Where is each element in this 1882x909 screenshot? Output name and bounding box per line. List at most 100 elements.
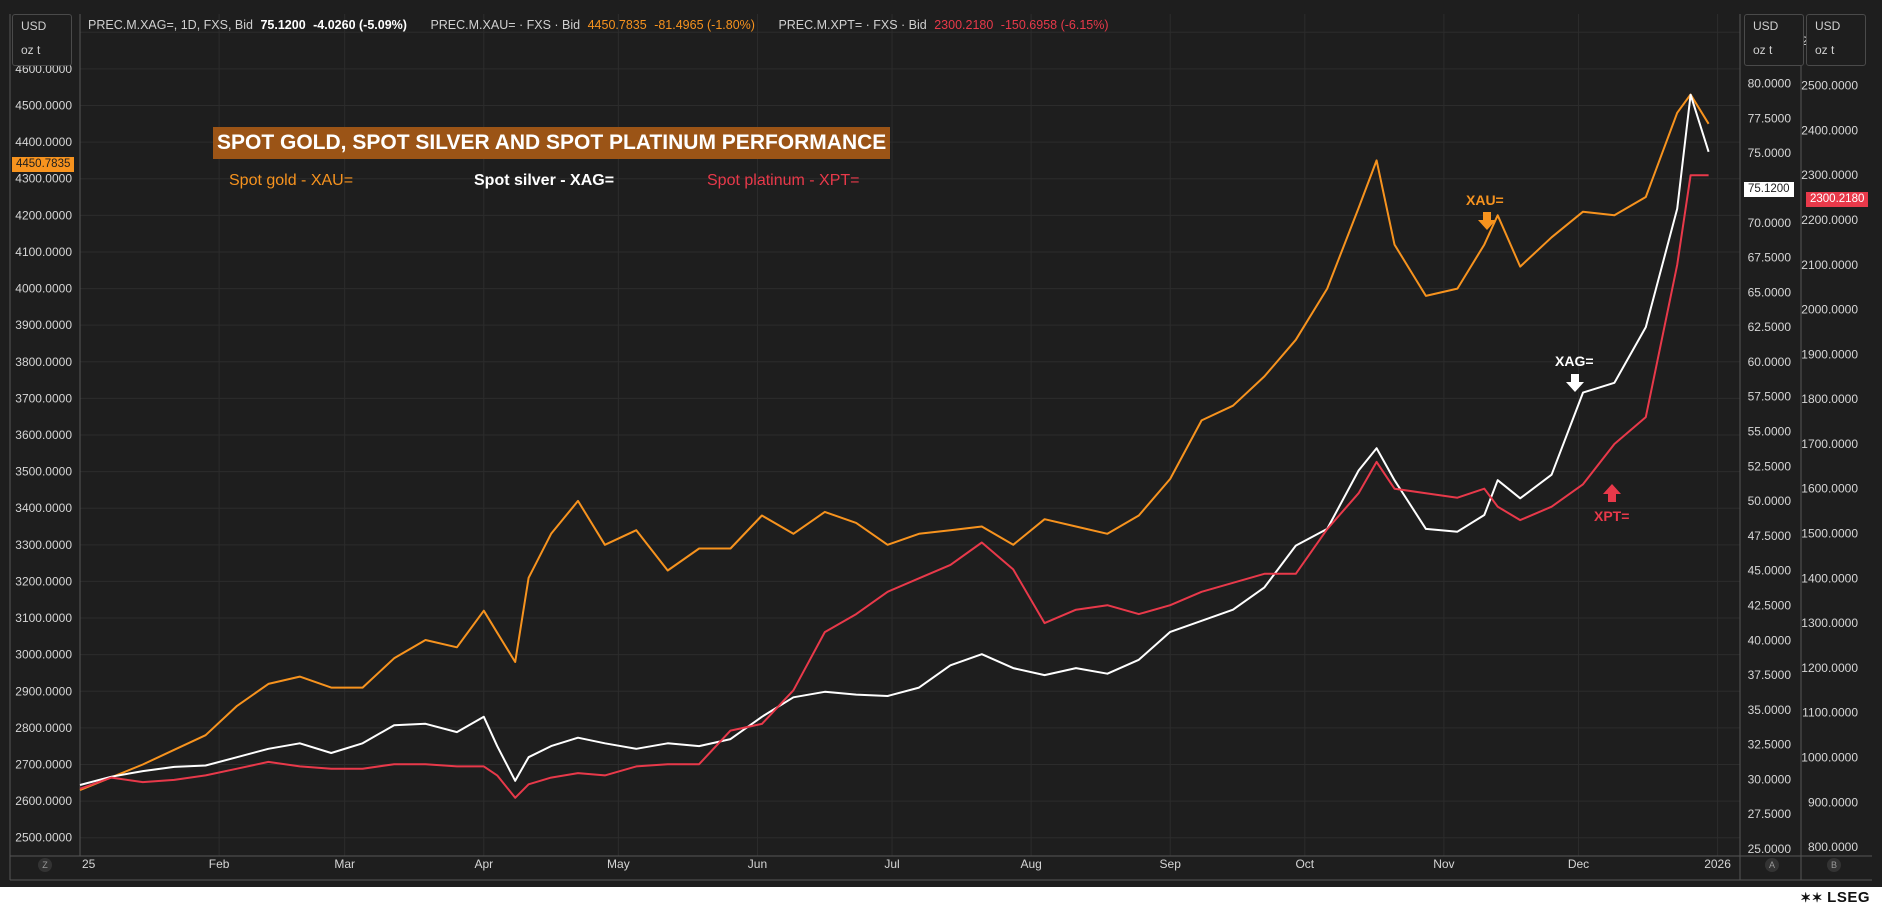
platinum-tick-label: 1400.0000	[1801, 571, 1858, 585]
silver-tick-label: 75.0000	[1748, 146, 1792, 160]
gold-tick-label: 2700.0000	[15, 757, 72, 771]
silver-tick-label: 27.5000	[1748, 807, 1792, 821]
right1-unit-box[interactable]: USD oz t	[1744, 14, 1804, 66]
platinum-tick-label: 1800.0000	[1801, 392, 1858, 406]
silver-tick-label: 67.5000	[1748, 251, 1792, 265]
right2-unit: oz t	[1815, 43, 1835, 57]
x-tick-label: Feb	[209, 857, 230, 871]
gold-tick-label: 3300.0000	[15, 538, 72, 552]
platinum-tick-label: 2300.0000	[1801, 168, 1858, 182]
platinum-series-line	[79, 174, 1709, 799]
silver-tick-label: 52.5000	[1748, 459, 1792, 473]
legend-silver: Spot silver - XAG=	[474, 172, 615, 189]
silver-tick-label: 30.0000	[1748, 772, 1792, 786]
platinum-tick-label: 1300.0000	[1801, 616, 1858, 630]
gold-axis: 2500.0000 2600.0000 2700.0000 2800.0000 2900…	[15, 25, 72, 844]
xpt-arrow-icon	[1603, 484, 1621, 502]
silver-tick-label: 65.0000	[1748, 285, 1792, 299]
x-tick-label: Jul	[884, 857, 899, 871]
xag-series-label[interactable]: PREC.M.XAG=, 1D, FXS, Bid	[88, 18, 253, 32]
gold-tick-label: 2800.0000	[15, 721, 72, 735]
silver-tick-label: 42.5000	[1748, 598, 1792, 612]
silver-tick-label: 62.5000	[1748, 320, 1792, 334]
x-tick-label: 25	[82, 857, 96, 871]
silver-tick-label: 47.5000	[1748, 529, 1792, 543]
platinum-tick-label: 2400.0000	[1801, 123, 1858, 137]
gold-tick-label: 4100.0000	[15, 245, 72, 259]
series-lines	[79, 93, 1710, 799]
annotation-xau: XAU=	[1466, 192, 1504, 208]
xpt-price: 2300.2180	[934, 18, 994, 32]
silver-price-tag: 75.1200	[1744, 182, 1794, 197]
x-tick-label: 2026	[1704, 857, 1731, 871]
brand-text: LSEG	[1827, 889, 1870, 906]
gold-tick-label: 3800.0000	[15, 355, 72, 369]
platinum-tick-label: 2500.0000	[1801, 79, 1858, 93]
time-axis: 25 Feb Mar Apr May Jun Jul Aug Sep Oct Nov Dec 2026	[82, 857, 1731, 871]
gold-tick-label: 4000.0000	[15, 282, 72, 296]
platinum-tick-label: 900.0000	[1808, 795, 1858, 809]
silver-tick-label: 32.5000	[1748, 738, 1792, 752]
x-tick-label: Dec	[1568, 857, 1589, 871]
x-tick-label: Jun	[748, 857, 767, 871]
xpt-series-label[interactable]: PREC.M.XPT= · FXS · Bid	[778, 18, 927, 32]
x-tick-label: Mar	[334, 857, 355, 871]
silver-tick-label: 35.0000	[1748, 703, 1792, 717]
gold-tick-label: 4300.0000	[15, 172, 72, 186]
gold-tick-label: 4400.0000	[15, 135, 72, 149]
left-unit: oz t	[21, 43, 41, 57]
x-tick-label: Aug	[1020, 857, 1041, 871]
platinum-tick-label: 1700.0000	[1801, 437, 1858, 451]
x-tick-label: Sep	[1160, 857, 1182, 871]
zoom-button[interactable]: Z	[38, 858, 52, 872]
x-tick-label: Nov	[1433, 857, 1454, 871]
gold-tick-label: 3900.0000	[15, 318, 72, 332]
platinum-tick-label: 1900.0000	[1801, 347, 1858, 361]
platinum-tick-label: 800.0000	[1808, 840, 1858, 854]
right1-unit: oz t	[1753, 43, 1773, 57]
silver-tick-label: 37.5000	[1748, 668, 1792, 682]
platinum-price-tag: 2300.2180	[1806, 192, 1869, 207]
xau-arrow-icon	[1478, 212, 1496, 230]
right1-currency: USD	[1753, 19, 1779, 33]
xpt-change: -150.6958 (-6.15%)	[1000, 18, 1109, 32]
chart-title: SPOT GOLD, SPOT SILVER AND SPOT PLATINUM…	[213, 127, 891, 159]
platinum-tick-label: 1100.0000	[1802, 706, 1858, 720]
axis-b-button[interactable]: B	[1827, 858, 1841, 872]
platinum-tick-label: 1600.0000	[1801, 482, 1858, 496]
gold-tick-label: 2600.0000	[15, 794, 72, 808]
auto-scale-button[interactable]: A	[1765, 858, 1779, 872]
annotation-xag: XAG=	[1555, 353, 1594, 369]
gold-price-tag: 4450.7835	[12, 157, 75, 172]
silver-tick-label: 40.0000	[1748, 633, 1792, 647]
gold-tick-label: 2500.0000	[15, 831, 72, 845]
x-tick-label: Oct	[1295, 857, 1314, 871]
platinum-axis: 800.0000 900.0000 1000.0000 1100.0000 1200.0…	[1801, 34, 1858, 854]
platinum-tick-label: 2000.0000	[1801, 303, 1858, 317]
gold-tick-label: 3500.0000	[15, 465, 72, 479]
gold-tick-label: 2900.0000	[15, 684, 72, 698]
silver-tick-label: 25.0000	[1748, 842, 1792, 856]
platinum-tick-label: 1200.0000	[1801, 661, 1858, 675]
xag-price: 75.1200	[260, 18, 306, 32]
annotation-arrows	[1478, 212, 1621, 502]
silver-tick-label: 50.0000	[1748, 494, 1792, 508]
lseg-mark-icon: ✶✶	[1800, 890, 1828, 905]
left-unit-box[interactable]: USD oz t	[12, 14, 72, 66]
silver-tick-label: 45.0000	[1748, 564, 1792, 578]
left-currency: USD	[21, 19, 47, 33]
x-tick-label: May	[607, 857, 630, 871]
gold-tick-label: 4500.0000	[15, 99, 72, 113]
platinum-tick-label: 2100.0000	[1801, 258, 1858, 272]
silver-series-line	[79, 93, 1710, 786]
legend-gold: Spot gold - XAU=	[229, 172, 354, 189]
gold-tick-label: 4200.0000	[15, 208, 72, 222]
xau-price: 4450.7835	[587, 18, 647, 32]
lseg-logo: ✶✶ LSEG	[1800, 889, 1870, 906]
right2-unit-box[interactable]: USD oz t	[1806, 14, 1866, 66]
xau-series-label[interactable]: PREC.M.XAU= · FXS · Bid	[430, 18, 581, 32]
grid	[79, 14, 1740, 856]
gold-tick-label: 3200.0000	[15, 574, 72, 588]
platinum-tick-label: 1500.0000	[1801, 527, 1858, 541]
